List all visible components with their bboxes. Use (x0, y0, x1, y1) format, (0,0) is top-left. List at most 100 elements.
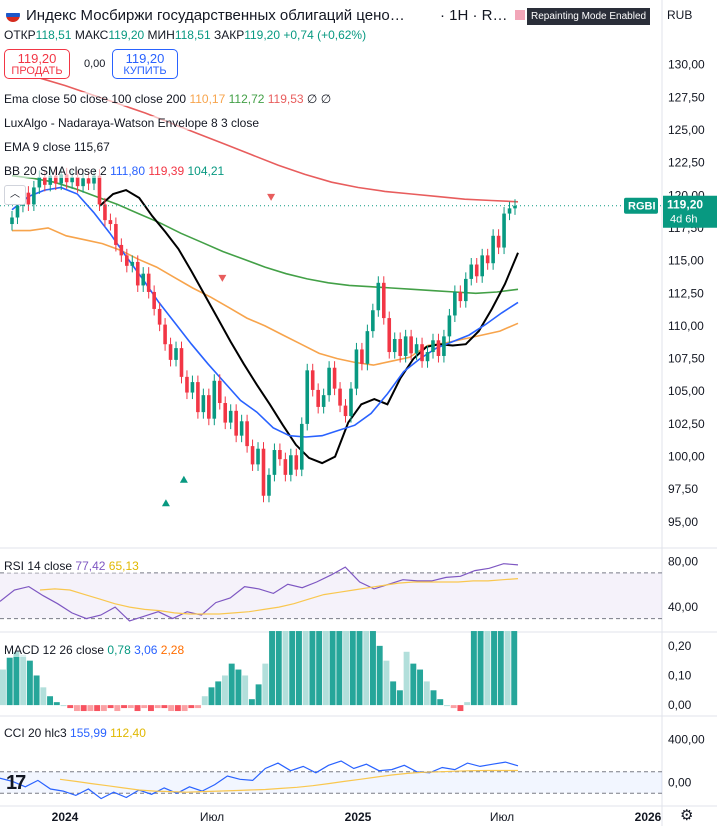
buy-button[interactable]: 119,20 КУПИТЬ (112, 49, 178, 79)
candle (239, 421, 244, 436)
repainting-badge: Repainting Mode Enabled (527, 8, 651, 25)
candle (261, 448, 266, 496)
macd-histogram-bar (370, 631, 376, 706)
rsi-legend[interactable]: RSI 14 close 77,42 65,13 (4, 559, 139, 573)
change-value: +0,74 (+0,62%) (283, 28, 367, 42)
macd-histogram-bar (80, 705, 87, 712)
candle (485, 255, 490, 264)
macd-histogram-bar (134, 705, 141, 712)
candle (343, 405, 348, 417)
chart-header: Индекс Мосбиржи государственных облигаци… (0, 0, 692, 32)
candle (321, 395, 326, 407)
low-value: 118,51 (174, 28, 211, 42)
candle (125, 255, 129, 266)
sell-button[interactable]: 119,20 ПРОДАТЬ (4, 49, 70, 79)
macd-histogram-bar (309, 631, 316, 706)
flag-marker-icon[interactable] (515, 10, 525, 20)
candle (278, 450, 282, 460)
y-tick-label: 112,50 (668, 286, 704, 300)
candle (469, 264, 474, 279)
collapse-legend-icon[interactable]: ︿ (4, 185, 26, 205)
last-price-label: 119,20 (667, 198, 703, 212)
ema100-value: 112,72 (228, 92, 265, 106)
luxalgo-legend[interactable]: LuxAlgo - Nadaraya-Watson Envelope 8 3 c… (4, 116, 260, 130)
candle (289, 455, 293, 475)
candle (371, 310, 375, 332)
macd-histogram-bar (53, 702, 60, 706)
candle (491, 235, 495, 264)
candle (108, 220, 113, 225)
candle (425, 352, 430, 362)
candle (135, 261, 140, 286)
macd-histogram-bar (222, 675, 228, 706)
cci-legend[interactable]: CCI 20 hlc3 155,99 112,40 (4, 726, 146, 740)
rsi-label: RSI 14 close (4, 559, 73, 573)
macd-histogram-bar (181, 705, 188, 712)
candle (59, 174, 64, 184)
ema-empty-values: ∅ ∅ (306, 92, 332, 106)
candle (398, 338, 402, 356)
cci-tick-label: 400,00 (668, 733, 705, 747)
macd-histogram-bar (242, 675, 249, 706)
buy-signal-marker (161, 499, 170, 507)
tradingview-logo-icon[interactable]: 17 (6, 772, 26, 794)
rsi-series-line (39, 578, 519, 615)
candle (212, 380, 217, 419)
candle (119, 244, 124, 256)
candle (43, 177, 47, 185)
macd-histogram-bar (343, 631, 350, 706)
candle (37, 177, 42, 188)
macd-tick-label: 0,00 (668, 698, 692, 712)
macd-legend[interactable]: MACD 12 26 close 0,78 3,06 2,28 (4, 643, 185, 657)
candle (157, 308, 162, 325)
candle (409, 336, 413, 354)
macd-histogram-bar (114, 705, 121, 712)
x-tick-label: Июл (200, 810, 224, 824)
candle (103, 204, 107, 221)
candle (245, 421, 249, 447)
macd-histogram-bar (20, 654, 27, 706)
currency-label[interactable]: RUB (667, 8, 693, 22)
candle (163, 324, 167, 345)
ema9-legend[interactable]: EMA 9 close 115,67 (4, 140, 110, 154)
candle (86, 178, 91, 184)
candle (442, 336, 446, 356)
cci-tick-label: 0,00 (668, 776, 692, 790)
candle (458, 291, 463, 302)
y-tick-label: 115,00 (668, 254, 704, 268)
macd-histogram-bar (215, 681, 222, 706)
candle (130, 261, 135, 266)
close-value: 119,20 (244, 28, 281, 42)
candle (207, 395, 211, 419)
macd-histogram-bar (188, 705, 195, 709)
timeframe-label[interactable]: · 1H · R… (440, 7, 508, 24)
y-tick-label: 105,00 (668, 384, 705, 398)
candle (507, 208, 512, 214)
macd-histogram-bar (464, 702, 471, 706)
candle (15, 205, 20, 218)
macd-histogram-bar (107, 705, 114, 709)
bb-legend[interactable]: BB 20 SMA close 2 111,80 119,39 104,21 (4, 164, 225, 178)
symbol-title[interactable]: Индекс Мосбиржи государственных облигаци… (26, 7, 405, 24)
cci-band (0, 771, 662, 794)
y-tick-label: 95,00 (668, 515, 698, 529)
candle (392, 338, 397, 353)
buy-label: КУПИТЬ (123, 65, 167, 77)
luxalgo-label: LuxAlgo - Nadaraya-Watson Envelope 8 3 c… (4, 116, 260, 130)
macd-histogram-bar (255, 684, 262, 706)
candle (453, 291, 457, 316)
candle (92, 175, 96, 184)
macd-histogram-bar (275, 631, 282, 706)
bb-label: BB 20 SMA close 2 (4, 164, 107, 178)
sell-signal-marker (218, 274, 227, 282)
sell-signal-marker (267, 193, 276, 201)
candle (196, 382, 200, 413)
candle (338, 388, 342, 406)
gear-icon[interactable]: ⚙ (680, 807, 694, 824)
ema-legend[interactable]: Ema close 50 close 100 close 200 110,17 … (4, 92, 332, 106)
candle (354, 349, 359, 389)
spread-value: 0,00 (84, 58, 106, 70)
candle (228, 410, 233, 423)
candle (316, 389, 320, 407)
